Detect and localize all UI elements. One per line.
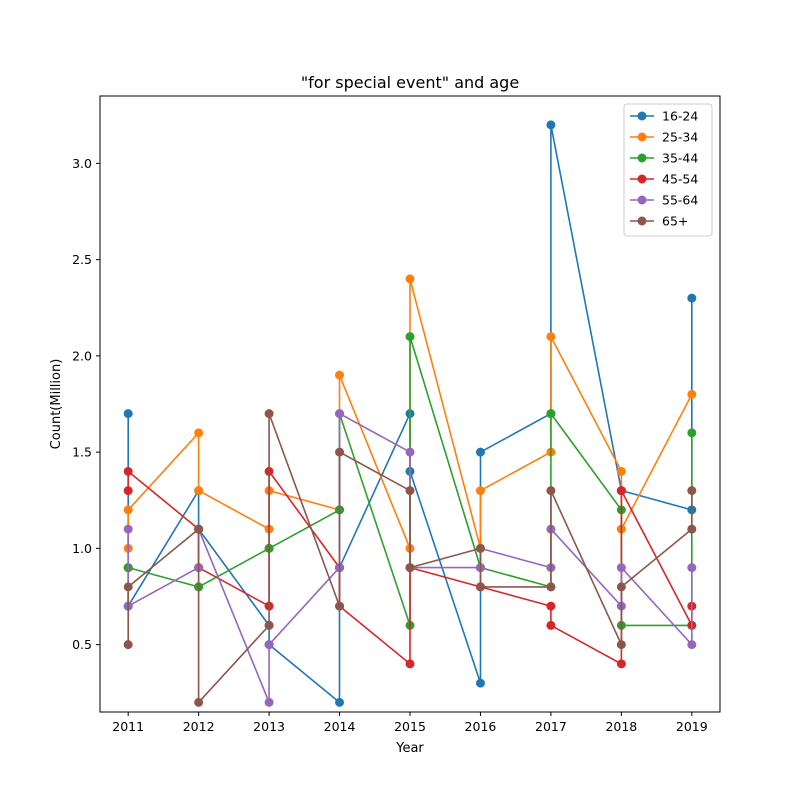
data-point [475,543,485,553]
data-point [546,486,556,496]
legend-item: 25-34 [630,130,698,145]
data-point [123,524,133,534]
y-tick-label: 2.5 [72,252,92,267]
data-point [616,582,626,592]
data-point [123,505,133,515]
legend-item: 45-54 [630,172,698,187]
legend-item: 55-64 [630,193,698,208]
legend-marker [637,195,647,205]
chart-title: "for special event" and age [301,73,519,92]
data-point [335,447,345,457]
series-line [127,124,693,704]
data-point [123,640,133,650]
data-point [546,332,556,342]
x-tick-label: 2017 [535,719,567,734]
legend-marker [637,174,647,184]
x-tick-label: 2013 [253,719,285,734]
data-point [123,486,133,496]
data-point [335,601,345,611]
legend-label: 65+ [662,214,688,229]
data-point [405,659,415,669]
data-point [475,678,485,688]
x-axis-label: Year [395,741,424,756]
data-point [264,620,274,630]
x-tick-label: 2016 [465,719,497,734]
data-point [405,332,415,342]
legend: 16-24 25-34 35-44 45-54 55-64 65+ [623,103,713,237]
data-point [123,409,133,419]
data-point [687,640,697,650]
data-point [335,409,345,419]
data-point [405,274,415,284]
legend-item: 35-44 [630,151,698,166]
data-point [264,409,274,419]
series-65+ [123,409,697,707]
legend-label: 45-54 [662,172,698,187]
y-axis-label: Count(Million) [49,359,64,450]
legend-marker [637,111,647,121]
data-point [687,563,697,573]
legend-label: 35-44 [662,151,698,166]
data-point [475,486,485,496]
data-point [546,120,556,130]
y-tick-label: 1.0 [72,541,92,556]
data-point [194,428,204,438]
legend-label: 16-24 [662,109,698,124]
data-point [475,582,485,592]
data-point [687,524,697,534]
x-tick-label: 2015 [394,719,426,734]
data-point [264,640,274,650]
legend-item: 16-24 [630,109,698,124]
plot-area: 2011 2012 2013 2014 2015 2016 2017 2018 2019 0.5 1… [72,95,721,734]
x-tick-label: 2014 [324,719,356,734]
x-tick-label: 2019 [676,719,708,734]
legend-label: 25-34 [662,130,698,145]
x-tick-label: 2018 [605,719,637,734]
x-tick-label: 2012 [183,719,215,734]
data-point [335,370,345,380]
y-tick-label: 1.5 [72,445,92,460]
legend-label: 55-64 [662,193,698,208]
data-point [194,524,204,534]
data-point [546,409,556,419]
legend-marker [637,132,647,142]
y-tick-label: 3.0 [72,156,92,171]
data-point [123,582,133,592]
data-point [616,563,626,573]
y-tick-label: 2.0 [72,348,92,363]
data-point [687,293,697,303]
data-point [546,582,556,592]
data-point [475,447,485,457]
data-point [616,486,626,496]
data-point [194,697,204,707]
data-point [335,697,345,707]
series-line [127,412,693,704]
y-tick-label: 0.5 [72,637,92,652]
legend-item: 65+ [630,214,688,229]
data-point [405,563,415,573]
data-point [546,601,556,611]
data-point [123,466,133,476]
data-point [194,486,204,496]
legend-marker [637,153,647,163]
data-point [687,389,697,399]
data-point [405,486,415,496]
data-point [546,620,556,630]
data-point [687,428,697,438]
data-point [405,447,415,457]
data-point [616,466,626,476]
x-tick-label: 2011 [112,719,144,734]
data-point [264,697,274,707]
data-point [616,659,626,669]
data-point [616,640,626,650]
data-point [687,486,697,496]
legend-marker [637,216,647,226]
